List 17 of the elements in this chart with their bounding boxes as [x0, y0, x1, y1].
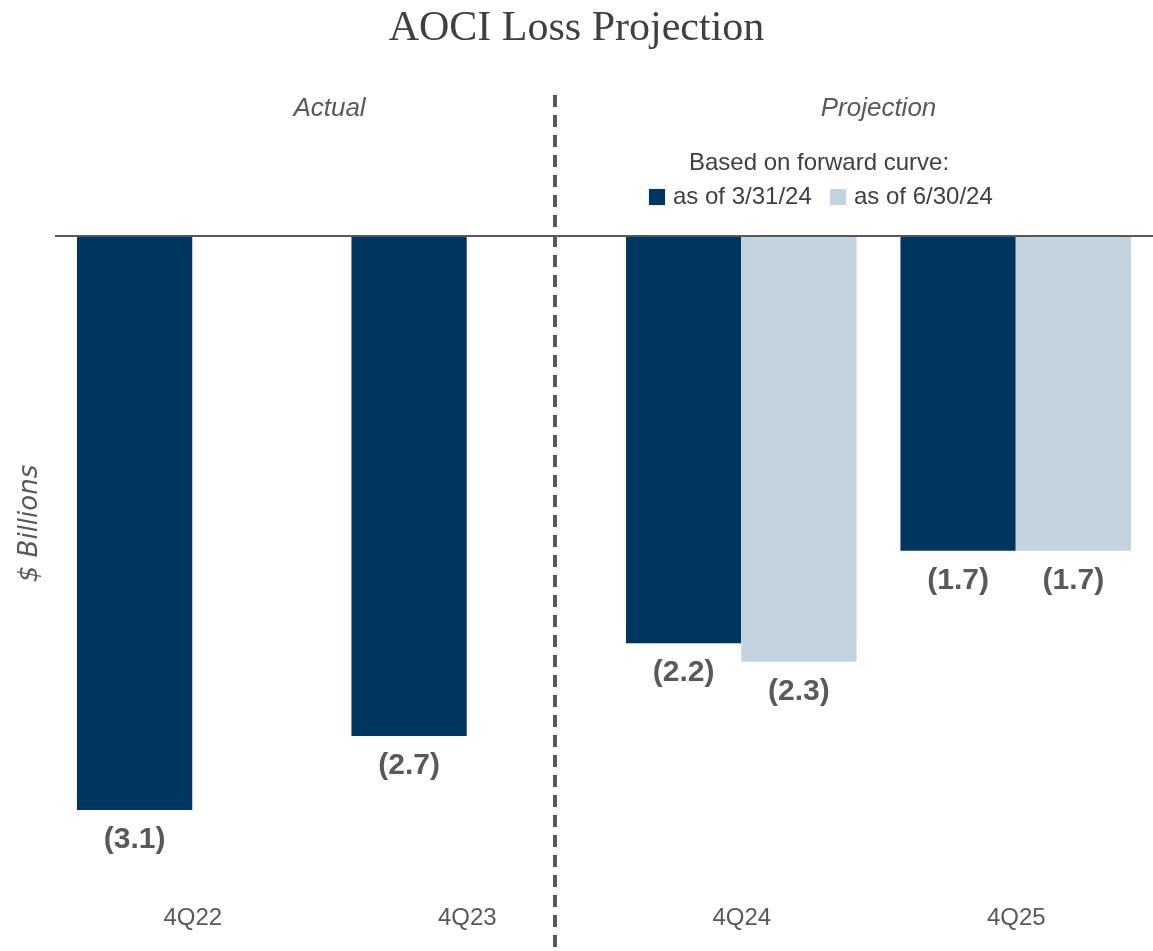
data-label: (2.2) — [652, 654, 715, 688]
legend-title: Based on forward curve: — [688, 148, 950, 175]
data-label: (2.3) — [768, 672, 830, 706]
chart-title: AOCI Loss Projection — [387, 2, 766, 50]
text: Projection — [820, 92, 937, 122]
legend-label: as of 6/30/24 — [854, 182, 993, 209]
text: Actual — [291, 92, 367, 122]
x-tick-label: 4Q22 — [163, 902, 223, 930]
x-tick-label: 4Q24 — [712, 902, 772, 930]
data-label: (3.1) — [103, 821, 166, 854]
data-label: (2.7) — [378, 746, 440, 780]
y-axis-title: $ Billions — [12, 464, 43, 583]
data-label: (1.7) — [927, 561, 989, 595]
data-label: (1.7) — [1042, 561, 1105, 595]
legend-label: as of 3/31/24 — [673, 182, 812, 209]
x-tick-label: 4Q23 — [437, 902, 497, 930]
x-tick-label: 4Q25 — [986, 902, 1046, 930]
